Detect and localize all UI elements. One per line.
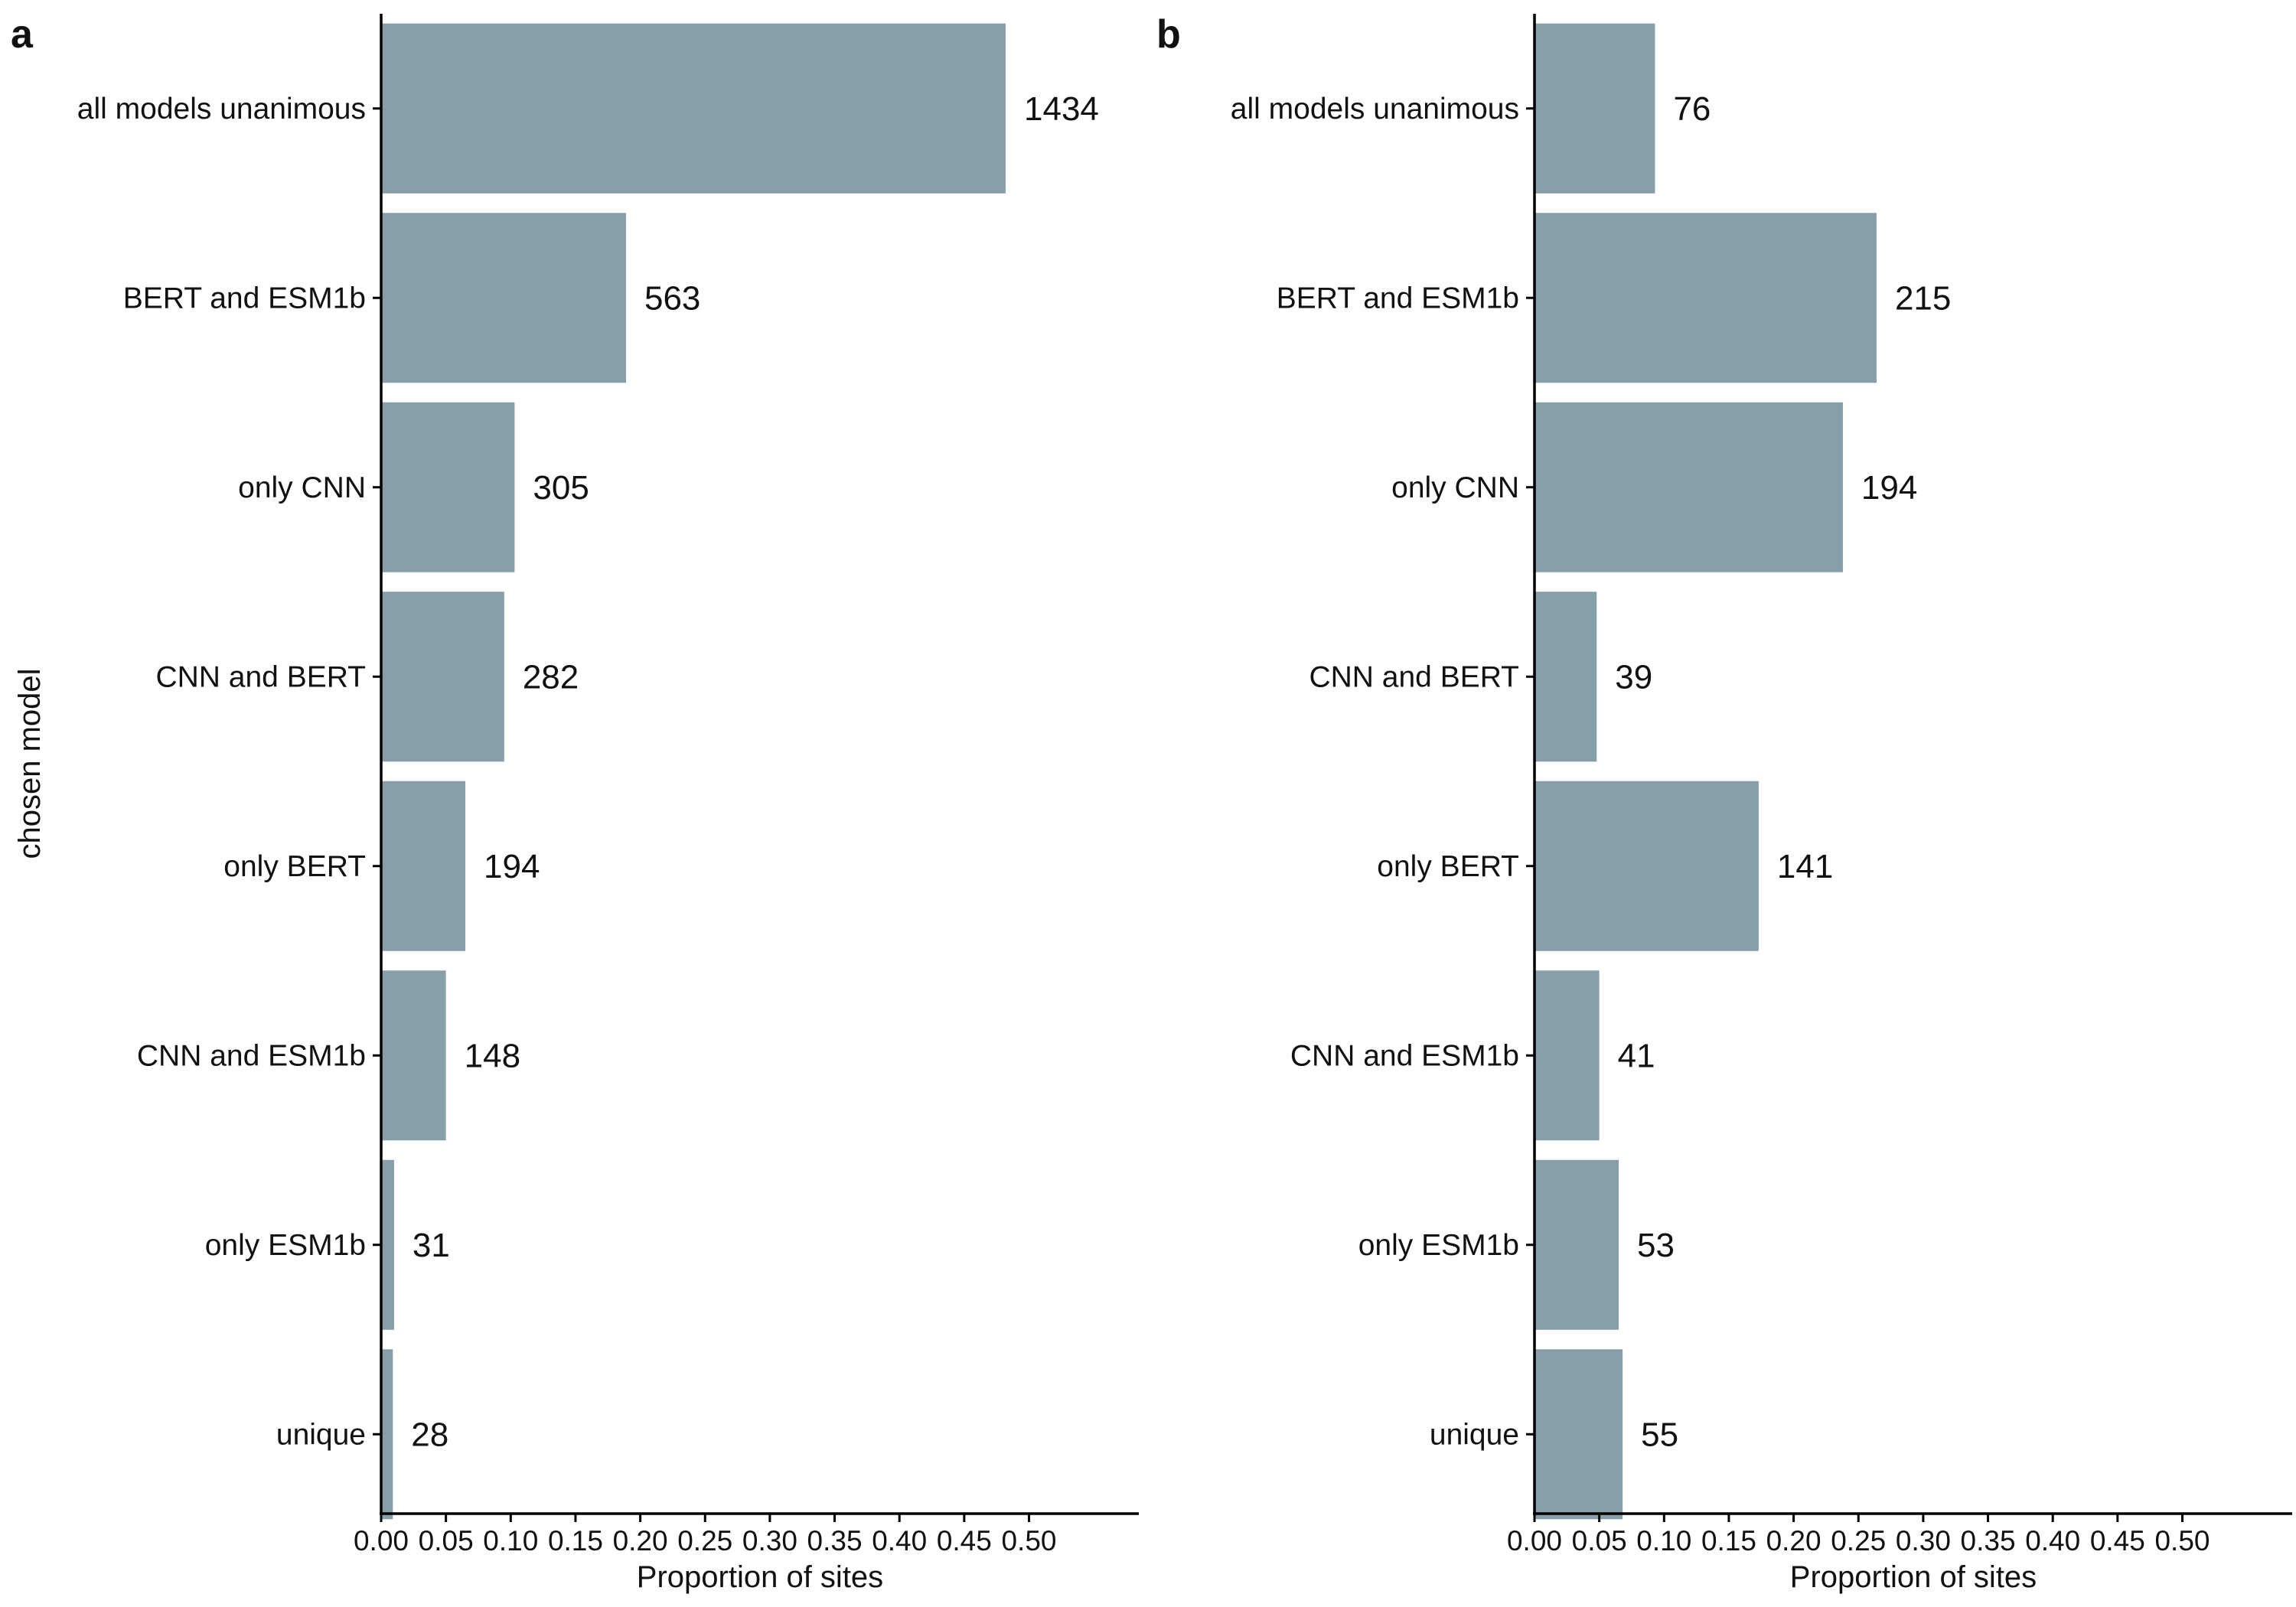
bar xyxy=(1534,402,1843,572)
x-tick-label: 0.40 xyxy=(2025,1525,2080,1556)
x-tick-label: 0.00 xyxy=(354,1525,409,1556)
x-tick-label: 0.10 xyxy=(483,1525,538,1556)
x-tick-label: 0.40 xyxy=(872,1525,927,1556)
x-tick-label: 0.45 xyxy=(937,1525,992,1556)
panel-a: a all models unanimous 1434 BERT and ESM1b 5… xyxy=(11,12,1139,1594)
x-axis-title: Proportion of sites xyxy=(637,1560,883,1594)
x-tick-label: 0.05 xyxy=(419,1525,474,1556)
data-label: 41 xyxy=(1618,1037,1655,1074)
bar xyxy=(1534,1349,1623,1520)
data-label: 31 xyxy=(413,1227,450,1264)
x-tick-label: 0.35 xyxy=(807,1525,863,1556)
panel-b: b all models unanimous 76 BERT and ESM1b 215… xyxy=(1156,12,2292,1594)
data-label: 55 xyxy=(1641,1416,1678,1453)
data-label: 148 xyxy=(465,1037,520,1074)
category-label: only CNN xyxy=(238,471,366,504)
x-tick-label: 0.50 xyxy=(1001,1525,1056,1556)
data-label: 215 xyxy=(1895,279,1951,317)
data-label: 305 xyxy=(533,469,589,507)
category-label: all models unanimous xyxy=(77,93,366,125)
x-tick-label: 0.25 xyxy=(1831,1525,1886,1556)
bar xyxy=(1534,970,1600,1141)
x-tick-label: 0.35 xyxy=(1961,1525,2016,1556)
data-label: 39 xyxy=(1615,658,1652,696)
x-tick-label: 0.30 xyxy=(1896,1525,1951,1556)
category-label: CNN and BERT xyxy=(155,660,366,693)
category-label: CNN and ESM1b xyxy=(137,1039,366,1072)
bar xyxy=(1534,1159,1619,1330)
bar xyxy=(1534,23,1655,194)
x-tick-label: 0.00 xyxy=(1507,1525,1562,1556)
bar xyxy=(1534,781,1759,951)
category-label: only BERT xyxy=(1377,850,1519,883)
bar xyxy=(381,213,626,383)
x-axis-title: Proportion of sites xyxy=(1790,1560,2037,1594)
data-label: 282 xyxy=(523,658,579,696)
category-label: CNN and ESM1b xyxy=(1290,1039,1519,1072)
bar xyxy=(381,970,446,1141)
panel-label: a xyxy=(11,12,34,57)
x-tick-label: 0.05 xyxy=(1572,1525,1627,1556)
x-tick-label: 0.10 xyxy=(1636,1525,1691,1556)
category-label: unique xyxy=(276,1418,366,1451)
bar xyxy=(381,781,466,951)
category-label: only ESM1b xyxy=(1358,1229,1519,1262)
bar xyxy=(381,592,504,762)
x-tick-label: 0.50 xyxy=(2154,1525,2210,1556)
category-label: all models unanimous xyxy=(1231,93,1519,125)
x-tick-label: 0.45 xyxy=(2090,1525,2145,1556)
panel-label: b xyxy=(1156,12,1181,57)
data-label: 194 xyxy=(1861,469,1917,507)
category-label: BERT and ESM1b xyxy=(1277,282,1519,315)
bar xyxy=(381,1159,394,1330)
x-tick-label: 0.20 xyxy=(613,1525,668,1556)
category-label: only ESM1b xyxy=(205,1229,366,1262)
category-label: only BERT xyxy=(223,850,366,883)
data-label: 1434 xyxy=(1024,90,1099,128)
bar xyxy=(1534,592,1597,762)
y-axis-title: chosen model xyxy=(13,668,47,859)
x-tick-label: 0.15 xyxy=(1701,1525,1756,1556)
category-label: CNN and BERT xyxy=(1309,660,1519,693)
bar xyxy=(381,23,1006,194)
x-tick-label: 0.30 xyxy=(742,1525,797,1556)
bar xyxy=(381,402,515,572)
data-label: 28 xyxy=(411,1416,448,1453)
data-label: 194 xyxy=(484,848,540,885)
data-label: 563 xyxy=(644,279,700,317)
data-label: 53 xyxy=(1637,1227,1675,1264)
category-label: BERT and ESM1b xyxy=(123,282,366,315)
data-label: 76 xyxy=(1673,90,1711,128)
x-tick-label: 0.15 xyxy=(548,1525,603,1556)
x-tick-label: 0.20 xyxy=(1766,1525,1821,1556)
bar xyxy=(381,1349,393,1520)
bar xyxy=(1534,213,1877,383)
data-label: 141 xyxy=(1777,848,1833,885)
category-label: unique xyxy=(1430,1418,1519,1451)
category-label: only CNN xyxy=(1391,471,1519,504)
x-tick-label: 0.25 xyxy=(677,1525,732,1556)
